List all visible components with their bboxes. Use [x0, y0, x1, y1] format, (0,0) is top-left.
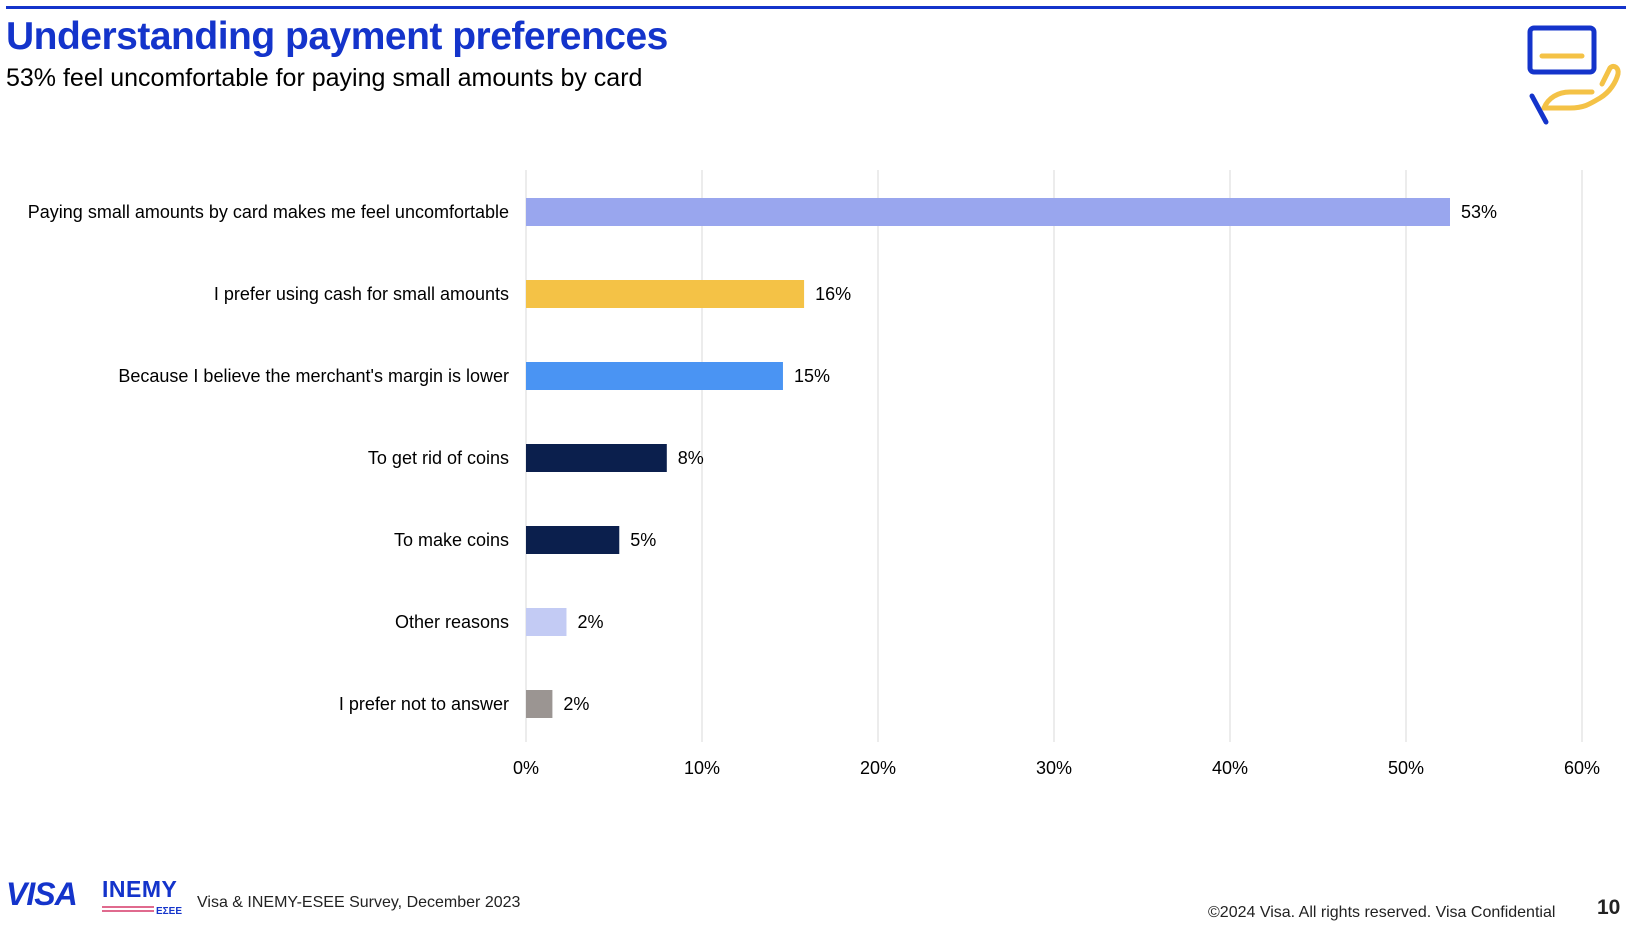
x-tick-label: 20% — [860, 758, 896, 778]
inemy-logo: INEMY ΕΣΕΕ — [100, 876, 186, 920]
data-label: 16% — [815, 284, 851, 304]
x-tick-label: 40% — [1212, 758, 1248, 778]
inemy-logo-subtext: ΕΣΕΕ — [156, 906, 183, 917]
data-label: 2% — [563, 694, 589, 714]
bar — [526, 690, 553, 718]
tick-layer: 0% 10% 20% 30% 40% 50% 60% — [513, 758, 1600, 778]
label-layer: Paying small amounts by card makes me fe… — [28, 202, 1497, 714]
visa-logo: VISA — [6, 876, 78, 912]
bar-chart: Paying small amounts by card makes me fe… — [28, 170, 1600, 778]
data-label: 5% — [630, 530, 656, 550]
data-label: 8% — [678, 448, 704, 468]
data-label: 2% — [577, 612, 603, 632]
copyright-note: ©2024 Visa. All rights reserved. Visa Co… — [1208, 904, 1556, 921]
data-label: 15% — [794, 366, 830, 386]
bar — [526, 198, 1450, 226]
grid-layer — [525, 170, 1583, 742]
page-title: Understanding payment preferences — [6, 15, 668, 58]
top-rule — [6, 6, 1626, 9]
bar — [526, 608, 567, 636]
page-number: 10 — [1597, 896, 1621, 919]
bar — [526, 526, 620, 554]
x-tick-label: 10% — [684, 758, 720, 778]
bar — [526, 444, 667, 472]
x-tick-label: 50% — [1388, 758, 1424, 778]
source-note: Visa & INEMY-ESEE Survey, December 2023 — [197, 894, 521, 911]
category-label: I prefer using cash for small amounts — [214, 284, 509, 304]
bar-layer — [526, 198, 1450, 718]
card-in-hand-icon — [1527, 25, 1621, 125]
bar — [526, 280, 805, 308]
category-label: I prefer not to answer — [339, 694, 509, 714]
category-label: To get rid of coins — [368, 448, 509, 468]
category-label: To make coins — [394, 530, 509, 550]
page-subtitle: 53% feel uncomfortable for paying small … — [6, 64, 643, 92]
inemy-logo-line — [102, 910, 154, 912]
category-label: Paying small amounts by card makes me fe… — [28, 202, 509, 222]
x-tick-label: 0% — [513, 758, 539, 778]
bar — [526, 362, 783, 390]
x-tick-label: 30% — [1036, 758, 1072, 778]
category-label: Because I believe the merchant's margin … — [118, 366, 509, 386]
category-label: Other reasons — [395, 612, 509, 632]
inemy-logo-text: INEMY — [102, 876, 178, 902]
data-label: 53% — [1461, 202, 1497, 222]
x-tick-label: 60% — [1564, 758, 1600, 778]
inemy-logo-line — [102, 906, 154, 908]
